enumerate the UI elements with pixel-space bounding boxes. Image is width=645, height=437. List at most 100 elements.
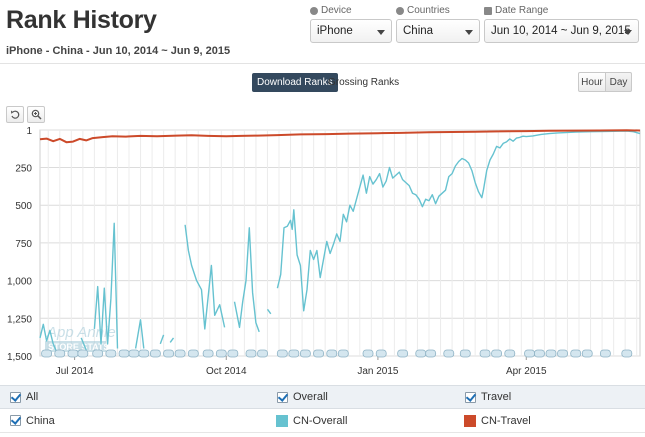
y-tick-label: 1: [26, 126, 32, 137]
tab-download-ranks[interactable]: Download Ranks: [252, 73, 338, 92]
tab-grossing-ranks[interactable]: Grossing Ranks: [328, 77, 400, 88]
annotation-flag-bubble: [245, 349, 257, 358]
x-tick-label: Apr 2015: [506, 366, 547, 377]
annotation-flag-bubble: [118, 349, 130, 358]
legend-country-row: China CN-Overall CN-Travel: [0, 409, 645, 433]
overall-checkbox[interactable]: [277, 391, 288, 403]
legend-series-overall[interactable]: CN-Overall: [276, 409, 347, 432]
series-line-cn-overall: [266, 308, 272, 315]
annotation-flag[interactable]: [128, 349, 140, 358]
annotation-flag[interactable]: [599, 349, 611, 358]
series-line-cn-overall: [276, 130, 641, 312]
annotation-flag[interactable]: [77, 349, 89, 358]
annotation-flag-bubble: [425, 349, 437, 358]
reset-zoom-button[interactable]: [6, 106, 24, 123]
series-line-cn-overall: [169, 337, 175, 343]
annotation-flag-bubble: [557, 349, 568, 358]
annotation-flag-bubble: [375, 349, 387, 358]
x-axis: Jul 2014 Oct 2014 Jan 2015 Apr 2015: [56, 356, 547, 377]
all-checkbox[interactable]: [10, 391, 21, 403]
annotation-flag[interactable]: [459, 349, 471, 358]
annotation-flag-bubble: [326, 349, 338, 358]
annotation-flag[interactable]: [215, 349, 227, 358]
annotation-flag[interactable]: [288, 349, 300, 358]
annotation-flag[interactable]: [118, 349, 130, 358]
countries-filter-label: Countries: [407, 5, 450, 16]
countries-filter: Countries China: [396, 4, 480, 43]
annotation-flag[interactable]: [524, 349, 535, 358]
annotation-flag[interactable]: [149, 349, 161, 358]
annotation-flag[interactable]: [187, 349, 199, 358]
annotation-flag[interactable]: [621, 349, 633, 358]
zoom-button[interactable]: [27, 106, 45, 123]
annotation-flag[interactable]: [257, 349, 268, 358]
annotation-flag-bubble: [313, 349, 324, 358]
annotation-flag[interactable]: [163, 349, 174, 358]
annotation-flag[interactable]: [337, 349, 349, 358]
annotation-flag[interactable]: [581, 349, 593, 358]
legend-china[interactable]: China: [10, 409, 55, 432]
y-tick-label: 1,500: [7, 352, 32, 363]
device-select[interactable]: iPhone: [310, 19, 392, 43]
countries-select[interactable]: China: [396, 19, 480, 43]
annotation-flag[interactable]: [425, 349, 437, 358]
countries-select-value: China: [403, 25, 434, 37]
device-icon: [310, 6, 318, 15]
annotation-flag[interactable]: [92, 349, 104, 358]
annotation-flag[interactable]: [397, 349, 409, 358]
annotation-flag[interactable]: [67, 349, 79, 358]
device-filter-label: Device: [321, 5, 352, 16]
annotation-flag[interactable]: [54, 349, 66, 358]
annotation-flag[interactable]: [105, 349, 117, 358]
annotation-flag[interactable]: [174, 349, 186, 358]
series-line-cn-travel: [39, 129, 641, 144]
annotation-flag[interactable]: [534, 349, 545, 358]
legend-travel[interactable]: Travel: [465, 386, 511, 408]
annotation-flag-bubble: [362, 349, 374, 358]
annotation-flag[interactable]: [362, 349, 374, 358]
annotation-flag[interactable]: [326, 349, 338, 358]
annotation-flag[interactable]: [138, 349, 150, 358]
annotation-flag-bubble: [491, 349, 502, 358]
annotation-flag[interactable]: [41, 349, 52, 358]
annotation-flag-bubble: [202, 349, 214, 358]
annotation-flag-bubble: [581, 349, 593, 358]
annotation-flag[interactable]: [415, 349, 427, 358]
watermark: App Annie STORE STATS: [45, 324, 116, 352]
annotation-flag[interactable]: [245, 349, 257, 358]
annotation-flag-bubble: [621, 349, 633, 358]
calendar-icon: [484, 6, 492, 15]
annotation-flag[interactable]: [202, 349, 214, 358]
legend-all[interactable]: All: [10, 386, 38, 408]
annotation-flag-bubble: [545, 349, 557, 358]
legend-overall[interactable]: Overall: [277, 386, 328, 408]
day-toggle[interactable]: Day: [606, 72, 632, 92]
annotation-flag[interactable]: [557, 349, 568, 358]
annotation-flag[interactable]: [443, 349, 455, 358]
watermark-band: [45, 341, 106, 352]
china-checkbox[interactable]: [10, 415, 21, 426]
date-range-select-value: Jun 10, 2014 ~ Jun 9, 2015: [491, 25, 631, 37]
annotation-flag-bubble: [397, 349, 409, 358]
annotation-flag[interactable]: [570, 349, 582, 358]
legend-series-travel[interactable]: CN-Travel: [464, 409, 531, 432]
annotation-flag[interactable]: [479, 349, 491, 358]
annotation-flag[interactable]: [299, 349, 311, 358]
date-range-select[interactable]: Jun 10, 2014 ~ Jun 9, 2015: [484, 19, 639, 43]
annotation-flag[interactable]: [313, 349, 324, 358]
annotation-flag-bubble: [41, 349, 52, 358]
annotation-flag-bubble: [479, 349, 491, 358]
overall-swatch: [276, 414, 288, 427]
annotation-flag[interactable]: [491, 349, 502, 358]
annotation-flag[interactable]: [276, 349, 288, 358]
annotation-flag[interactable]: [545, 349, 557, 358]
rank-history-chart[interactable]: 1 250 500 750 1,000 1,250 1,500 Jul 2014 Oct 20…: [0, 125, 645, 385]
legend-header-row: All Overall Travel: [0, 385, 645, 409]
annotation-flag[interactable]: [375, 349, 387, 358]
hour-toggle[interactable]: Hour: [578, 72, 606, 92]
annotation-flag-bubble: [227, 349, 239, 358]
annotation-flag[interactable]: [227, 349, 239, 358]
annotation-flag-bubble: [288, 349, 300, 358]
travel-checkbox[interactable]: [465, 391, 476, 403]
annotation-flag[interactable]: [504, 349, 516, 358]
